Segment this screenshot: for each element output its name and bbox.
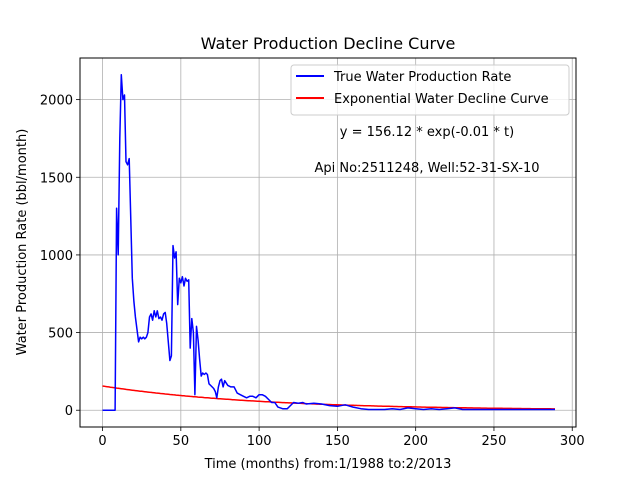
legend: True Water Production Rate Exponential W…: [290, 64, 570, 116]
plot-frame: [79, 57, 577, 428]
x-tick-label: 150: [325, 434, 350, 449]
y-tick-label: 2000: [40, 94, 73, 109]
x-axis-label: Time (months) from:1/1988 to:2/2013: [204, 457, 452, 472]
axis-ticks: 0 50 100 150 200 250 300 0 500 1000 1500 2000: [40, 94, 585, 449]
true-production-rate-line: [102, 74, 555, 411]
x-tick-label: 0: [98, 434, 106, 449]
legend-label-true-rate: True Water Production Rate: [333, 70, 511, 85]
y-tick-label: 1000: [40, 249, 73, 264]
equation-annotation: y = 156.12 * exp(-0.01 * t): [340, 125, 514, 140]
y-tick-label: 0: [65, 404, 73, 419]
x-tick-label: 300: [560, 434, 585, 449]
legend-label-exponential: Exponential Water Decline Curve: [334, 92, 549, 107]
series-layer: [102, 74, 555, 411]
well-annotation: Api No:2511248, Well:52-31-SX-10: [314, 161, 539, 176]
y-tick-label: 500: [48, 327, 73, 342]
grid: [80, 58, 576, 427]
x-tick-label: 50: [173, 434, 190, 449]
y-axis-label: Water Production Rate (bbl/month): [15, 129, 30, 356]
legend-box: [290, 64, 570, 116]
x-tick-label: 200: [403, 434, 428, 449]
chart-title: Water Production Decline Curve: [201, 34, 456, 53]
exponential-decline-line: [102, 385, 555, 410]
x-tick-label: 100: [247, 434, 272, 449]
x-tick-label: 250: [482, 434, 507, 449]
y-tick-label: 1500: [40, 171, 73, 186]
